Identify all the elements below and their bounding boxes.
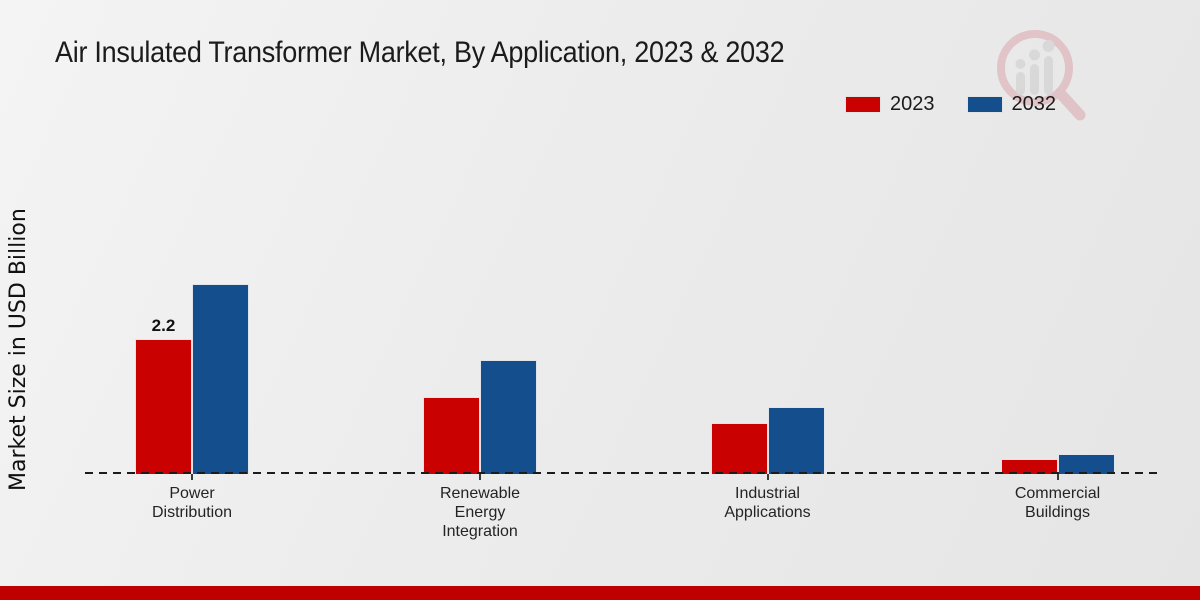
category-label-power-distribution: Power Distribution: [151, 485, 233, 521]
category-label-commercial-buildings: Commercial Buildings: [1014, 485, 1101, 521]
legend-label-2023: 2023: [890, 93, 935, 115]
bar-2032-industrial-applications: [767, 407, 825, 474]
bar-value-label-2023-power-distribution: 2.2: [151, 316, 176, 335]
magnifier-bar-chart-logo-icon: [997, 30, 1086, 121]
legend-item-2023: 2023: [845, 93, 935, 116]
x-axis-tick-power-distribution: [191, 474, 193, 480]
bar-2023-commercial-buildings: [1000, 459, 1058, 474]
bar-2023-power-distribution: [135, 339, 192, 474]
x-axis-tick-industrial-applications: [766, 474, 769, 480]
x-axis-tick-commercial-buildings: [1056, 474, 1059, 480]
legend-swatch-2023: [845, 96, 881, 113]
category-label-renewable-energy-integration: Renewable Energy Integration: [439, 485, 521, 540]
legend-swatch-2032: [966, 96, 1003, 113]
x-axis-tick-renewable-energy-integration: [479, 474, 481, 480]
bar-2032-commercial-buildings: [1057, 454, 1115, 474]
chart-title: Air Insulated Transformer Market, By App…: [55, 36, 785, 69]
bar-2032-renewable-energy-integration: [480, 360, 537, 474]
legend-label-2032: 2032: [1011, 93, 1057, 115]
bar-2032-power-distribution: [192, 284, 249, 474]
footer-accent-bar: [0, 586, 1200, 600]
legend: 2023 2032: [845, 93, 1056, 116]
bar-2023-industrial-applications: [710, 423, 768, 474]
x-axis-baseline: [85, 472, 1163, 474]
category-label-industrial-applications: Industrial Applications: [724, 485, 811, 521]
legend-item-2032: 2032: [966, 93, 1057, 116]
bar-2023-renewable-energy-integration: [423, 397, 480, 474]
